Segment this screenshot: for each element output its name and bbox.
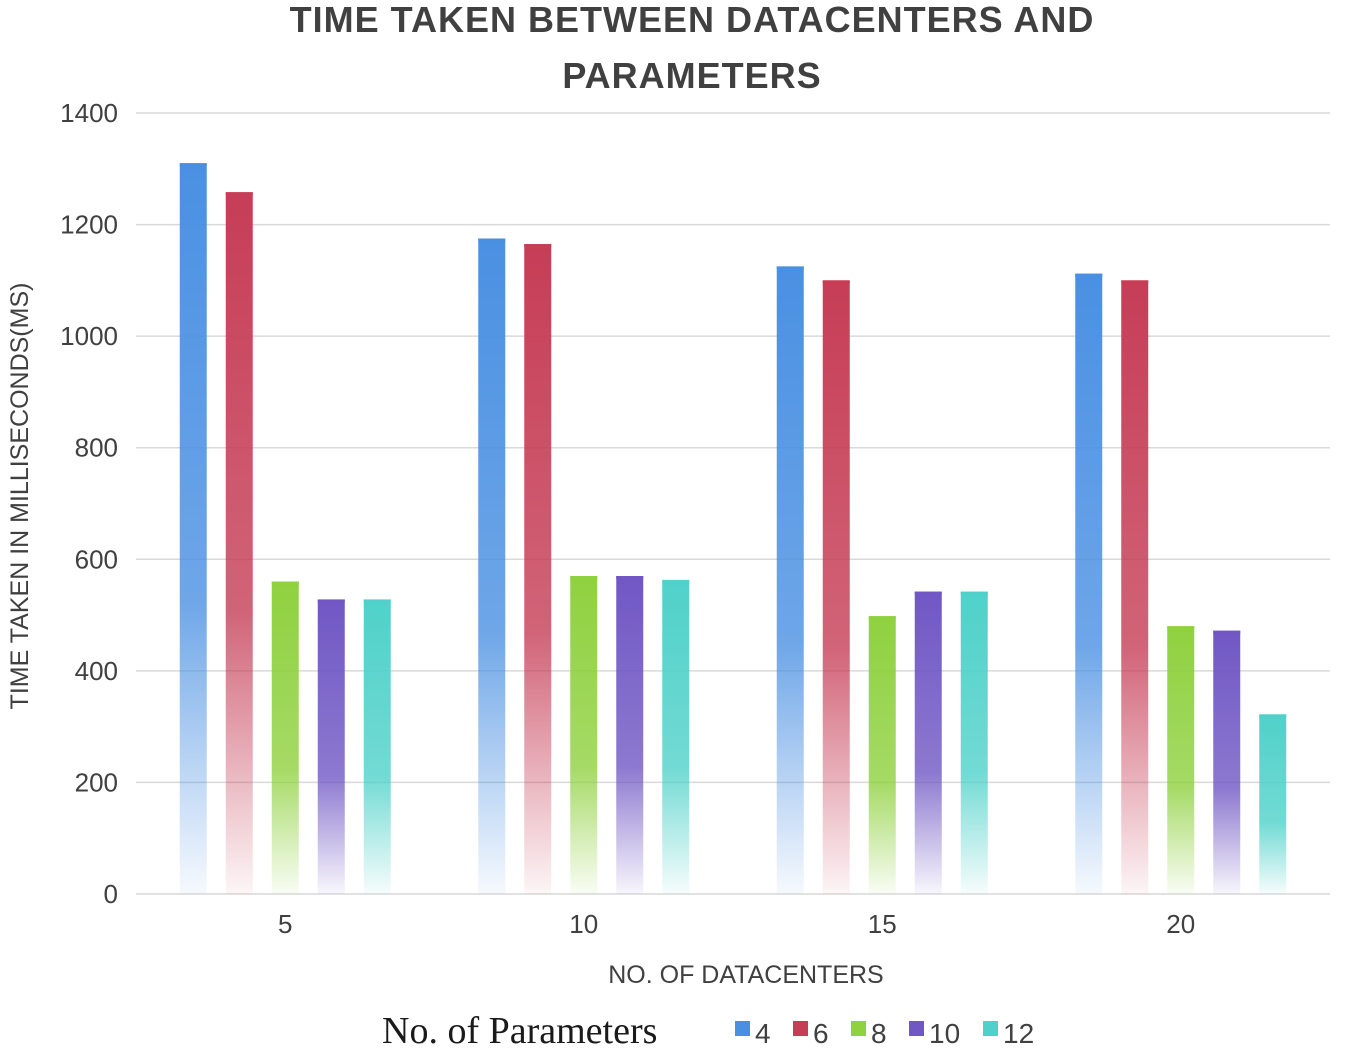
y-tick-label: 400 xyxy=(75,656,118,686)
bar-cap xyxy=(868,616,896,620)
bar-cap xyxy=(271,581,299,585)
y-tick-label: 200 xyxy=(75,767,118,797)
legend-label: 10 xyxy=(929,1018,960,1047)
bar-10-series-8 xyxy=(570,576,598,894)
x-axis-tick-labels: 5 10 15 20 xyxy=(278,909,1195,939)
bar-5-series-8 xyxy=(271,581,299,894)
bar-5-series-10 xyxy=(317,599,345,894)
bar-20-series-8 xyxy=(1167,626,1195,894)
bar-cap xyxy=(179,163,207,167)
bar-15-series-4 xyxy=(776,266,804,894)
bar-15-series-8 xyxy=(868,616,896,894)
bar-cap xyxy=(524,244,552,248)
bar-10-series-10 xyxy=(616,576,644,894)
bar-20-series-6 xyxy=(1121,280,1149,894)
bar-cap xyxy=(1075,273,1103,277)
bar-10-series-4 xyxy=(478,238,506,895)
legend: No. of Parameters 4 6 8 10 12 xyxy=(382,1010,1034,1052)
y-tick-label: 800 xyxy=(75,433,118,463)
bar-cap xyxy=(478,238,506,242)
x-tick-label: 20 xyxy=(1166,909,1195,939)
bars xyxy=(179,163,1287,895)
bar-cap xyxy=(317,599,345,603)
x-axis-title: NO. OF DATACENTERS xyxy=(608,961,883,989)
y-tick-label: 1200 xyxy=(60,210,118,240)
y-tick-label: 1400 xyxy=(60,98,118,128)
chart-title: TIME TAKEN BETWEEN DATACENTERS AND PARAM… xyxy=(290,0,1095,96)
legend-title: No. of Parameters xyxy=(382,1010,657,1047)
gridlines xyxy=(136,112,1330,895)
bar-15-series-12 xyxy=(960,591,988,894)
x-tick-label: 15 xyxy=(868,909,897,939)
y-tick-label: 0 xyxy=(104,879,118,909)
bar-cap xyxy=(1121,280,1149,284)
legend-swatch xyxy=(983,1021,998,1036)
y-tick-label: 1000 xyxy=(60,321,118,351)
legend-label: 6 xyxy=(813,1018,829,1047)
bar-10-series-12 xyxy=(662,579,690,894)
bar-cap xyxy=(1167,626,1195,630)
legend-swatch xyxy=(793,1021,808,1036)
chart-title-line-1: TIME TAKEN BETWEEN DATACENTERS AND xyxy=(290,0,1095,40)
bar-cap xyxy=(1213,630,1241,634)
legend-swatch xyxy=(909,1021,924,1036)
legend-label: 8 xyxy=(871,1018,887,1047)
bar-cap xyxy=(1259,714,1287,718)
x-tick-label: 5 xyxy=(278,909,292,939)
bar-cap xyxy=(822,280,850,284)
bar-20-series-10 xyxy=(1213,630,1241,894)
bar-cap xyxy=(225,192,253,196)
chart-title-line-2: PARAMETERS xyxy=(562,55,821,96)
bar-cap xyxy=(662,579,690,583)
bar-5-series-6 xyxy=(225,192,253,895)
y-axis-tick-labels: 0 200 400 600 800 1000 1200 1400 xyxy=(60,98,118,909)
legend-label: 4 xyxy=(755,1018,771,1047)
bar-15-series-6 xyxy=(822,280,850,894)
legend-swatch xyxy=(735,1021,750,1036)
bar-cap xyxy=(960,591,988,595)
legend-label: 12 xyxy=(1003,1018,1034,1047)
bar-20-series-4 xyxy=(1075,273,1103,895)
bar-cap xyxy=(363,599,391,603)
y-tick-label: 600 xyxy=(75,544,118,574)
bar-15-series-10 xyxy=(914,591,942,894)
legend-swatch xyxy=(851,1021,866,1036)
bar-5-series-12 xyxy=(363,599,391,894)
bar-cap xyxy=(776,266,804,270)
x-tick-label: 10 xyxy=(569,909,598,939)
bar-cap xyxy=(616,576,644,580)
bar-cap xyxy=(570,576,598,580)
y-axis-title: TIME TAKEN IN MILLISECONDS(MS) xyxy=(6,283,34,710)
bar-20-series-12 xyxy=(1259,714,1287,894)
bar-cap xyxy=(914,591,942,595)
bar-5-series-4 xyxy=(179,163,207,894)
bar-10-series-6 xyxy=(524,244,552,894)
